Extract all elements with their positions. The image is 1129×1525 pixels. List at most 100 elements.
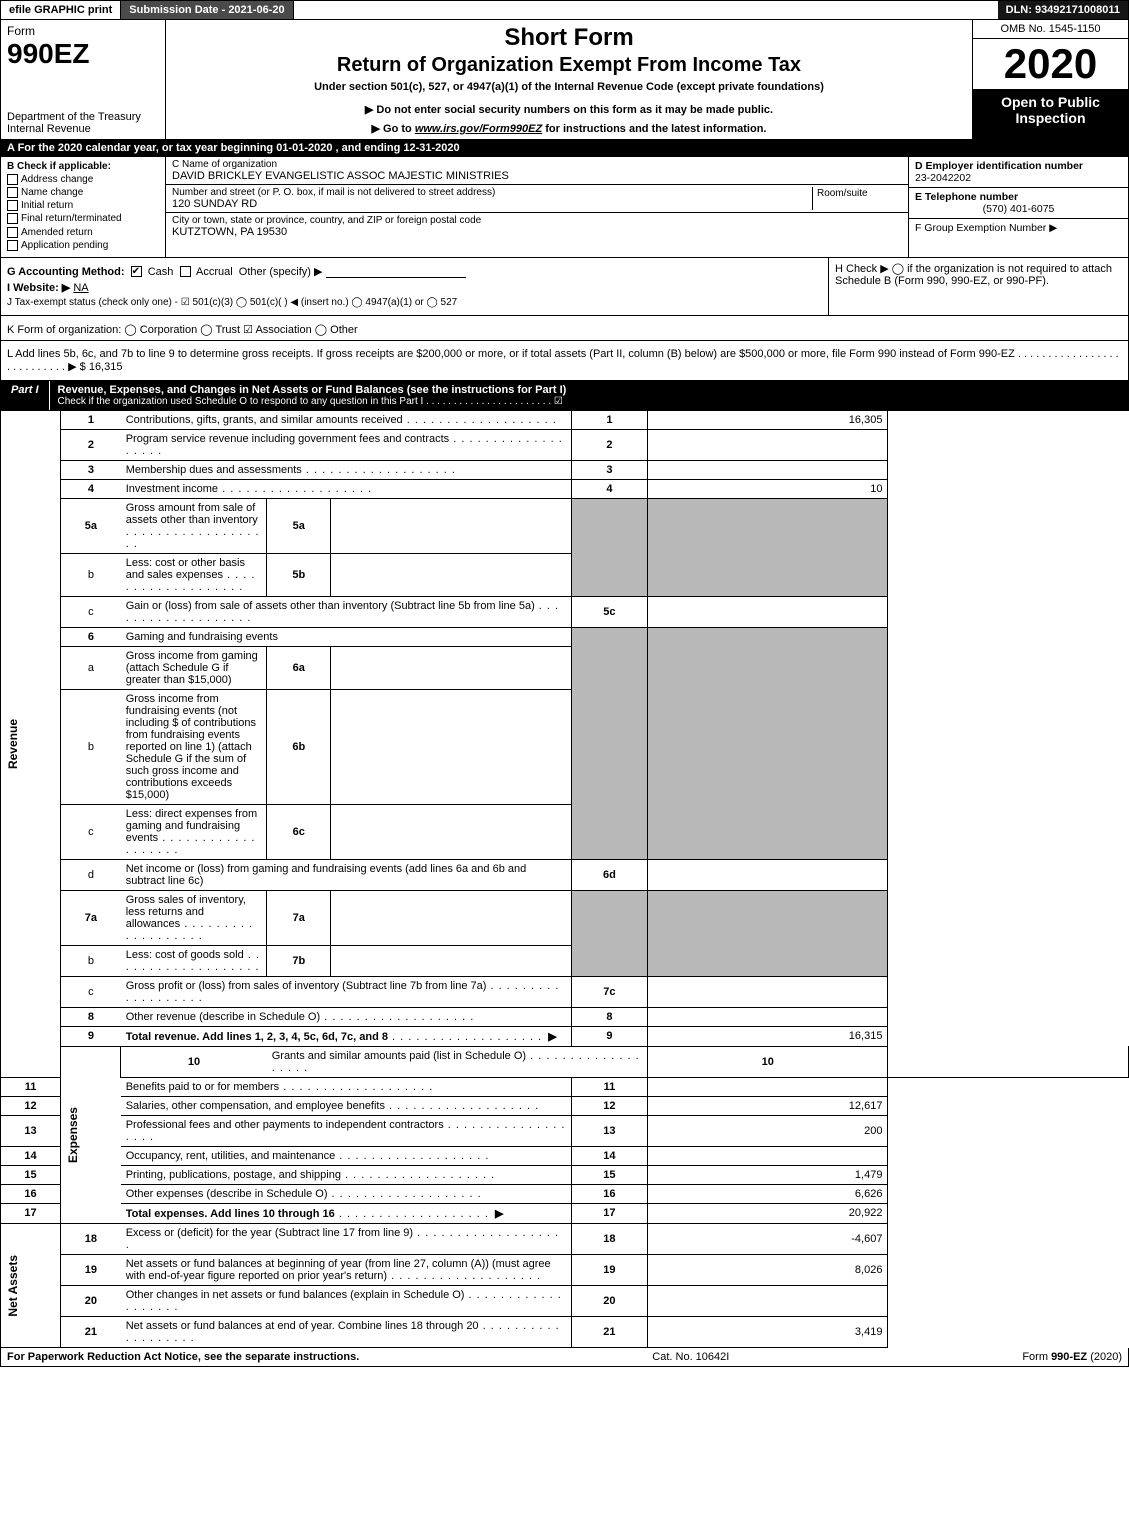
val-10	[888, 1046, 1129, 1077]
chk-amended-return[interactable]: Amended return	[7, 227, 159, 238]
row-h: H Check ▶ ◯ if the organization is not r…	[828, 258, 1128, 315]
line-5c: c Gain or (loss) from sale of assets oth…	[1, 596, 1129, 627]
part1-title: Revenue, Expenses, and Changes in Net As…	[50, 381, 1128, 410]
val-5b	[331, 553, 571, 596]
row-k: K Form of organization: ◯ Corporation ◯ …	[1, 319, 1128, 341]
line-5a: 5a Gross amount from sale of assets othe…	[1, 498, 1129, 553]
chk-application-pending[interactable]: Application pending	[7, 240, 159, 251]
other-specify: Other (specify) ▶	[239, 266, 323, 278]
row-g: G Accounting Method: Cash Accrual Other …	[7, 265, 822, 278]
val-5a	[331, 498, 571, 553]
val-8	[647, 1007, 887, 1026]
title-return: Return of Organization Exempt From Incom…	[176, 54, 962, 77]
val-17: 20,922	[647, 1203, 887, 1223]
top-bar: efile GRAPHIC print Submission Date - 20…	[0, 0, 1129, 20]
chk-name-change[interactable]: Name change	[7, 187, 159, 198]
line-20: 20 Other changes in net assets or fund b…	[1, 1285, 1129, 1316]
col-b-header: B Check if applicable:	[7, 161, 159, 172]
other-specify-field[interactable]	[326, 266, 466, 278]
form-header: Form 990EZ Department of the Treasury In…	[0, 20, 1129, 140]
footer-left: For Paperwork Reduction Act Notice, see …	[7, 1351, 359, 1363]
val-4: 10	[647, 479, 887, 498]
row-l-amount: 16,315	[86, 361, 123, 373]
department-label: Department of the Treasury Internal Reve…	[7, 111, 159, 135]
submission-date: Submission Date - 2021-06-20	[121, 1, 293, 19]
line-13: 13 Professional fees and other payments …	[1, 1115, 1129, 1146]
col-def: D Employer identification number 23-2042…	[908, 157, 1128, 257]
footer-catno: Cat. No. 10642I	[652, 1351, 729, 1363]
row-l-text: L Add lines 5b, 6c, and 7b to line 9 to …	[7, 348, 1119, 373]
chk-cash[interactable]	[131, 266, 142, 277]
line-10: Expenses 10 Grants and similar amounts p…	[1, 1046, 1129, 1077]
val-9: 16,315	[647, 1026, 887, 1046]
topbar-spacer	[294, 1, 998, 19]
title-short-form: Short Form	[176, 24, 962, 52]
line-5b: b Less: cost or other basis and sales ex…	[1, 553, 1129, 596]
line-6c: c Less: direct expenses from gaming and …	[1, 804, 1129, 859]
line-9: 9 Total revenue. Add lines 1, 2, 3, 4, 5…	[1, 1026, 1129, 1046]
city-label: City or town, state or province, country…	[172, 215, 902, 226]
group-exemption-label: F Group Exemption Number ▶	[915, 222, 1122, 234]
val-15: 1,479	[647, 1165, 887, 1184]
website-value: NA	[73, 282, 88, 294]
part1-label: Part I	[1, 381, 50, 410]
line-1: Revenue 1 Contributions, gifts, grants, …	[1, 411, 1129, 430]
footer-right: Form 990-EZ (2020)	[1022, 1351, 1122, 1363]
val-6b	[331, 689, 571, 804]
open-public-badge: Open to Public Inspection	[973, 90, 1128, 139]
rows-ghij: G Accounting Method: Cash Accrual Other …	[0, 258, 1129, 381]
val-12: 12,617	[647, 1096, 887, 1115]
val-5c	[647, 596, 887, 627]
line-11: 11 Benefits paid to or for members 11	[1, 1077, 1129, 1096]
street-label: Number and street (or P. O. box, if mail…	[172, 187, 812, 198]
room-label: Room/suite	[817, 188, 868, 199]
chk-initial-return[interactable]: Initial return	[7, 200, 159, 211]
row-j: J Tax-exempt status (check only one) - ☑…	[7, 297, 822, 308]
chk-final-return[interactable]: Final return/terminated	[7, 213, 159, 224]
line-3: 3 Membership dues and assessments 3	[1, 460, 1129, 479]
line-18: Net Assets 18 Excess or (deficit) for th…	[1, 1223, 1129, 1254]
val-14	[647, 1146, 887, 1165]
netassets-side-label: Net Assets	[6, 1255, 20, 1317]
val-20	[647, 1285, 887, 1316]
irs-link[interactable]: www.irs.gov/Form990EZ	[415, 123, 542, 135]
tax-year: 2020	[973, 39, 1128, 90]
val-13: 200	[647, 1115, 887, 1146]
efile-print-label[interactable]: efile GRAPHIC print	[1, 1, 121, 19]
row-l: L Add lines 5b, 6c, and 7b to line 9 to …	[1, 344, 1128, 377]
line-21: 21 Net assets or fund balances at end of…	[1, 1316, 1129, 1347]
val-6a	[331, 646, 571, 689]
title-subtitle: Under section 501(c), 527, or 4947(a)(1)…	[176, 81, 962, 93]
chk-address-change[interactable]: Address change	[7, 174, 159, 185]
val-3	[647, 460, 887, 479]
link-pre: ▶ Go to	[372, 123, 415, 135]
val-2	[647, 429, 887, 460]
line-7a: 7a Gross sales of inventory, less return…	[1, 890, 1129, 945]
chk-accrual[interactable]	[180, 266, 191, 277]
line-6b: b Gross income from fundraising events (…	[1, 689, 1129, 804]
line-4: 4 Investment income 4 10	[1, 479, 1129, 498]
omb-number: OMB No. 1545-1150	[973, 20, 1128, 39]
page-footer: For Paperwork Reduction Act Notice, see …	[0, 1348, 1129, 1367]
line-6a: a Gross income from gaming (attach Sched…	[1, 646, 1129, 689]
street-value: 120 SUNDAY RD	[172, 198, 812, 210]
ein-label: D Employer identification number	[915, 160, 1122, 172]
val-7a	[331, 890, 571, 945]
col-c-org: C Name of organization DAVID BRICKLEY EV…	[166, 157, 908, 257]
line-6: 6 Gaming and fundraising events	[1, 627, 1129, 646]
line-8: 8 Other revenue (describe in Schedule O)…	[1, 1007, 1129, 1026]
line-16: 16 Other expenses (describe in Schedule …	[1, 1184, 1129, 1203]
line-6d: d Net income or (loss) from gaming and f…	[1, 859, 1129, 890]
val-18: -4,607	[647, 1223, 887, 1254]
header-right: OMB No. 1545-1150 2020 Open to Public In…	[973, 20, 1128, 139]
ein-value: 23-2042202	[915, 172, 1122, 184]
val-19: 8,026	[647, 1254, 887, 1285]
line-7c: c Gross profit or (loss) from sales of i…	[1, 976, 1129, 1007]
form-word: Form	[7, 24, 159, 38]
val-7b	[331, 945, 571, 976]
line-7b: b Less: cost of goods sold 7b	[1, 945, 1129, 976]
header-left: Form 990EZ Department of the Treasury In…	[1, 20, 166, 139]
row-i: I Website: ▶ NA	[7, 281, 822, 294]
title-ssn-note: ▶ Do not enter social security numbers o…	[176, 103, 962, 116]
title-link-line: ▶ Go to www.irs.gov/Form990EZ for instru…	[176, 122, 962, 135]
